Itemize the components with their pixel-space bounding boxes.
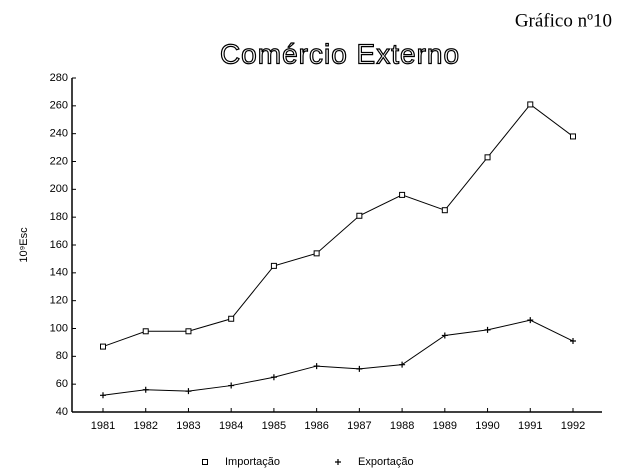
point bbox=[356, 365, 363, 372]
point bbox=[527, 317, 534, 324]
point bbox=[356, 212, 363, 219]
point bbox=[441, 207, 448, 214]
point bbox=[185, 388, 192, 395]
point bbox=[484, 154, 491, 161]
x-tick-label: 1990 bbox=[475, 420, 499, 432]
y-tick-label: 120 bbox=[50, 295, 68, 307]
point bbox=[142, 328, 149, 335]
point bbox=[441, 332, 448, 339]
x-tick-label: 1986 bbox=[304, 420, 328, 432]
legend-marker bbox=[335, 459, 341, 465]
x-tick-label: 1982 bbox=[133, 420, 157, 432]
point bbox=[570, 338, 576, 345]
y-tick-label: 200 bbox=[50, 183, 68, 195]
legend-marker bbox=[202, 459, 208, 465]
header: Gráfico nº10 bbox=[515, 10, 612, 31]
y-tick-label: 40 bbox=[56, 406, 68, 418]
y-tick-label: 180 bbox=[50, 211, 68, 223]
x-tick-label: 1985 bbox=[262, 420, 286, 432]
point bbox=[399, 361, 406, 368]
point bbox=[313, 250, 320, 257]
point bbox=[527, 101, 534, 108]
x-tick-label: 1988 bbox=[390, 420, 414, 432]
y-tick-label: 160 bbox=[50, 239, 68, 251]
line bbox=[102, 319, 574, 396]
x-tick-label: 1992 bbox=[561, 420, 585, 432]
line bbox=[102, 103, 574, 348]
y-tick-label: 140 bbox=[50, 267, 68, 279]
point bbox=[185, 328, 192, 335]
y-tick-label: 280 bbox=[50, 72, 68, 84]
y-tick-label: 60 bbox=[56, 378, 68, 390]
y-tick-label: 100 bbox=[50, 322, 68, 334]
point bbox=[270, 262, 277, 269]
point bbox=[570, 133, 576, 140]
y-tick-label: 260 bbox=[50, 100, 68, 112]
y-tick-label: 80 bbox=[56, 350, 68, 362]
y-tick-label: 220 bbox=[50, 155, 68, 167]
x-tick-label: 1984 bbox=[219, 420, 243, 432]
x-tick-label: 1983 bbox=[176, 420, 200, 432]
y-axis-label: 10⁹Esc bbox=[18, 227, 30, 263]
point bbox=[100, 343, 106, 350]
x-tick-label: 1987 bbox=[347, 420, 371, 432]
point bbox=[228, 382, 235, 389]
point bbox=[100, 392, 106, 399]
point bbox=[228, 315, 235, 322]
point bbox=[484, 326, 491, 333]
y-tick-label: 240 bbox=[50, 128, 68, 140]
x-tick-label: 1981 bbox=[91, 420, 115, 432]
point bbox=[399, 191, 406, 198]
x-tick-label: 1991 bbox=[518, 420, 542, 432]
point bbox=[270, 374, 277, 381]
point bbox=[142, 386, 149, 393]
x-tick-label: 1989 bbox=[433, 420, 457, 432]
legend-label: Importação bbox=[225, 456, 280, 468]
chart-title: Comércio Externo bbox=[220, 38, 460, 69]
point bbox=[313, 363, 320, 370]
legend-label: Exportação bbox=[358, 456, 414, 468]
